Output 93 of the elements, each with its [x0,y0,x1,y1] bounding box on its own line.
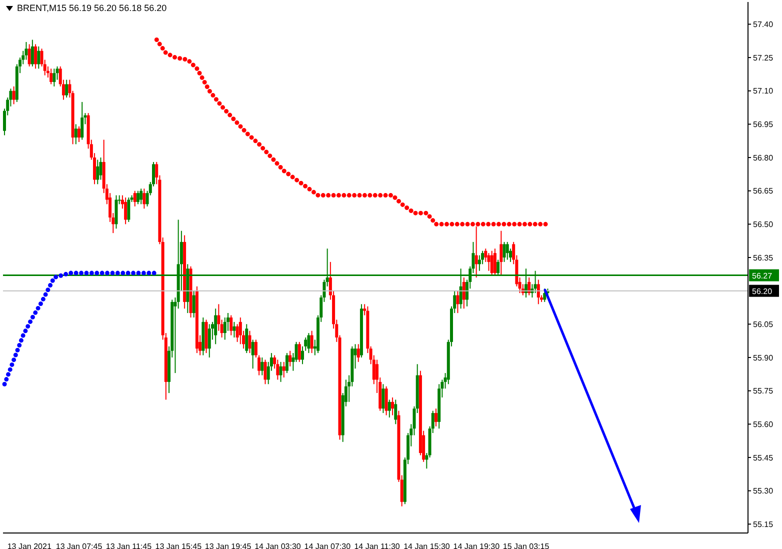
y-tick-label: 55.60 [753,420,774,429]
chart-title: BRENT,M15 56.19 56.20 56.18 56.20 [17,3,167,13]
ref-line-label: 56.20 [752,286,773,296]
candlestick [80,101,84,140]
y-tick-label: 57.10 [753,86,774,96]
candlestick [34,44,38,70]
x-tick-label: 13 Jan 11:45 [106,542,152,549]
candlestick [232,321,236,338]
y-tick-label: 56.80 [753,153,774,162]
x-tick-label: 14 Jan 07:30 [304,542,352,549]
candlestick [136,190,140,205]
candlestick [310,330,314,354]
candlestick [140,188,143,205]
candlestick [248,330,252,354]
candlestick [50,68,53,85]
candlestick [133,190,136,207]
candlestick [214,308,218,345]
y-tick-label: 55.75 [753,386,774,396]
y-tick-label: 56.50 [753,220,774,230]
candlestick [238,316,242,345]
candlestick [388,399,391,418]
candlestick [208,324,211,358]
y-tick-label: 55.30 [753,486,774,496]
x-tick-label: 13 Jan 2021 [7,542,52,549]
candlestick [490,250,494,276]
candlestick [276,359,280,380]
candlestick [391,396,394,416]
candlestick [434,408,438,427]
x-tick-label: 13 Jan 07:45 [56,542,103,549]
candlestick [96,159,100,185]
candlestick [254,339,258,358]
candlestick [506,241,509,260]
candlestick [487,252,490,272]
candlestick [52,68,56,87]
candlestick [384,386,388,416]
candlestick [260,356,264,376]
x-tick-label: 14 Jan 15:30 [404,542,450,549]
candlestick [65,79,68,98]
candlestick [543,288,546,302]
candlestick [382,384,385,414]
candlestick [536,279,540,305]
candlestick [493,248,496,276]
candlestick [301,346,304,365]
candlestick [304,336,308,352]
y-tick-label: 57.25 [753,53,774,62]
y-tick-label: 56.65 [753,186,774,196]
x-tick-label: 14 Jan 11:30 [354,542,400,549]
candlestick [456,290,460,314]
candlestick [142,188,146,210]
candlestick [264,359,267,385]
x-tick-label: 13 Jan 19:45 [204,542,252,549]
candlestick [285,352,288,374]
candlestick [288,350,292,367]
candlestick [124,197,128,225]
x-tick-label: 13 Jan 15:45 [155,542,202,549]
candlestick [78,126,80,142]
candlestick [37,46,40,70]
candlestick [223,316,226,340]
candlestick [394,399,398,425]
candlestick [356,344,360,362]
ref-line-label: 56.27 [752,271,773,280]
candlestick [258,354,261,376]
y-tick-label: 55.15 [753,520,774,529]
candlestick [127,197,130,222]
x-tick-label: 14 Jan 03:30 [254,542,302,549]
x-tick-label: 14 Jan 19:30 [453,542,500,549]
candlestick [298,341,301,362]
candlestick [192,290,196,318]
candlestick [230,314,233,336]
candlestick [462,277,466,310]
x-tick-label: 15 Jan 03:15 [502,542,550,549]
y-tick-label: 55.45 [753,453,774,462]
candlestick [245,324,248,354]
candlestick [74,124,78,145]
candlestick [12,86,16,105]
y-tick-label: 57.40 [753,20,774,30]
candlestick [30,39,34,67]
y-tick-label: 56.95 [753,120,774,130]
candlestick [282,361,286,378]
y-tick-label: 56.05 [753,320,774,329]
candlestick [251,339,254,370]
candlestick [24,41,28,60]
candlestick [478,254,481,272]
candlestick [28,44,31,67]
candlestick [528,277,531,296]
candlestick [307,332,310,354]
candlestick [500,230,503,276]
y-tick-label: 56.35 [753,253,774,262]
candlestick [99,157,102,180]
candlestick [279,361,282,382]
y-tick-label: 55.90 [753,353,774,362]
line-series [2,270,159,386]
candlestick [502,241,506,262]
